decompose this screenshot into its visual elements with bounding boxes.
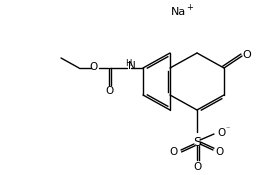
- Text: O: O: [105, 86, 113, 96]
- Text: ⁻: ⁻: [226, 124, 230, 134]
- Text: +: +: [187, 4, 193, 12]
- Text: O: O: [193, 162, 201, 172]
- Text: Na: Na: [170, 7, 186, 17]
- Text: O: O: [90, 62, 98, 72]
- Text: O: O: [217, 128, 225, 138]
- Text: O: O: [243, 50, 251, 60]
- Text: S: S: [193, 135, 201, 149]
- Text: O: O: [170, 147, 178, 157]
- Text: O: O: [216, 147, 224, 157]
- Text: H: H: [125, 60, 131, 68]
- Text: N: N: [128, 61, 136, 71]
